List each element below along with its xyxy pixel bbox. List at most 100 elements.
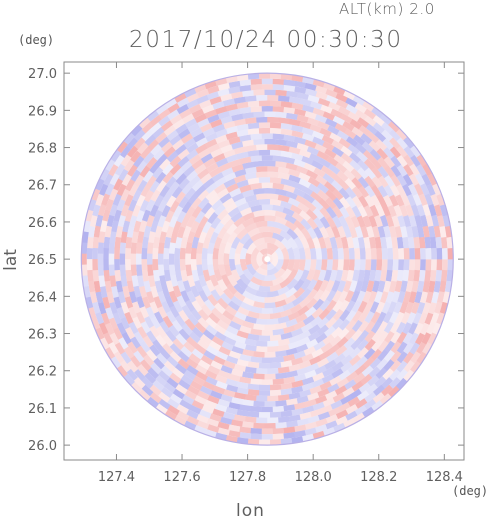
radar-cell — [376, 311, 387, 325]
radar-cell — [351, 205, 362, 218]
radar-cell — [199, 334, 213, 346]
radar-cell — [246, 263, 257, 276]
radar-cell — [191, 179, 204, 192]
radar-cell — [142, 335, 154, 348]
radar-cell — [277, 315, 290, 324]
radar-cell — [212, 247, 220, 260]
radar-cell — [288, 340, 301, 350]
radar-cell — [255, 395, 268, 402]
radar-cell — [275, 139, 288, 146]
radar-cell — [345, 410, 358, 421]
radar-cell — [383, 194, 393, 208]
radar-cell — [319, 216, 331, 229]
radar-cell — [322, 173, 335, 185]
radar-cell — [191, 299, 203, 313]
radar-cell — [261, 330, 274, 336]
radar-cell — [186, 149, 199, 161]
radar-cell — [351, 310, 363, 323]
radar-cell — [239, 353, 252, 362]
radar-cell — [179, 108, 192, 119]
axis-ticks: 127.4 127.6 127.8 128.0 128.2 128.426.026.126… — [28, 62, 464, 485]
radar-cell — [346, 269, 355, 283]
radar-cell — [360, 133, 373, 145]
radar-cell — [396, 145, 408, 158]
radar-cell — [169, 350, 182, 363]
radar-cell — [247, 361, 260, 369]
radar-cell — [230, 236, 241, 249]
radar-cell — [139, 219, 148, 233]
radar-cell — [362, 215, 372, 228]
radar-cell — [379, 291, 389, 304]
radar-cell — [161, 300, 171, 314]
radar-cell — [297, 202, 310, 214]
radar-cell — [95, 291, 104, 304]
radar-cell — [103, 332, 114, 345]
radar-cell — [195, 370, 208, 382]
radar-cell — [277, 285, 290, 296]
radar-cell — [82, 275, 89, 287]
radar-cell — [372, 384, 385, 397]
radar-cell — [357, 347, 369, 359]
radar-cell — [255, 367, 268, 375]
radar-cell — [302, 104, 315, 113]
radar-cell — [255, 266, 268, 276]
radar-cell — [223, 330, 236, 340]
radar-cell — [264, 237, 277, 245]
radar-cell — [250, 155, 263, 162]
radar-cell — [191, 269, 200, 282]
radar-cell — [324, 390, 338, 401]
radar-cell — [304, 259, 312, 272]
radar-cell — [135, 194, 146, 207]
radar-cell — [337, 402, 351, 413]
radar-cell — [223, 98, 236, 107]
radar-cell — [414, 183, 424, 196]
radar-cell — [291, 385, 304, 394]
radar-cell — [182, 225, 192, 238]
radar-cell — [354, 102, 368, 114]
radar-cell — [314, 143, 328, 154]
radar-cell — [261, 379, 273, 385]
radar-cell — [236, 387, 249, 395]
radar-cell — [387, 204, 397, 218]
radar-cell — [133, 285, 142, 298]
radar-cell — [207, 424, 220, 433]
radar-cell — [169, 200, 180, 213]
radar-cell — [124, 209, 134, 222]
radar-cell — [324, 359, 337, 371]
radar-cell — [335, 409, 349, 420]
radar-cell — [250, 78, 263, 85]
radar-cell — [217, 398, 230, 408]
radar-cell — [241, 320, 255, 329]
radar-cell — [344, 215, 355, 229]
radar-cell — [149, 114, 162, 127]
radar-cell — [346, 236, 355, 249]
radar-cell — [325, 94, 339, 105]
radar-cell — [99, 168, 110, 181]
radar-cell — [391, 236, 399, 249]
radar-cell — [228, 80, 241, 89]
radar-cell — [357, 117, 370, 129]
radar-cell — [284, 220, 298, 232]
radar-cell — [370, 259, 377, 271]
radar-cell — [312, 107, 325, 117]
radar-cell — [396, 137, 409, 150]
radar-cell — [409, 360, 421, 374]
radar-cell — [228, 424, 241, 432]
radar-cell — [298, 259, 306, 272]
radar-cell — [82, 231, 89, 243]
radar-cell — [159, 231, 167, 244]
radar-cell — [337, 280, 347, 293]
radar-cell — [412, 312, 422, 325]
radar-cell — [81, 264, 88, 276]
radar-cell — [125, 236, 133, 249]
radar-cell — [363, 347, 376, 360]
radar-cell — [330, 326, 343, 339]
radar-cell — [272, 356, 285, 363]
radar-cell — [363, 301, 374, 314]
radar-cell — [258, 362, 271, 369]
radar-cell — [242, 217, 255, 228]
radar-cell — [169, 305, 180, 318]
radar-cell — [338, 187, 351, 200]
radar-cell — [371, 107, 384, 119]
radar-cell — [285, 398, 298, 406]
